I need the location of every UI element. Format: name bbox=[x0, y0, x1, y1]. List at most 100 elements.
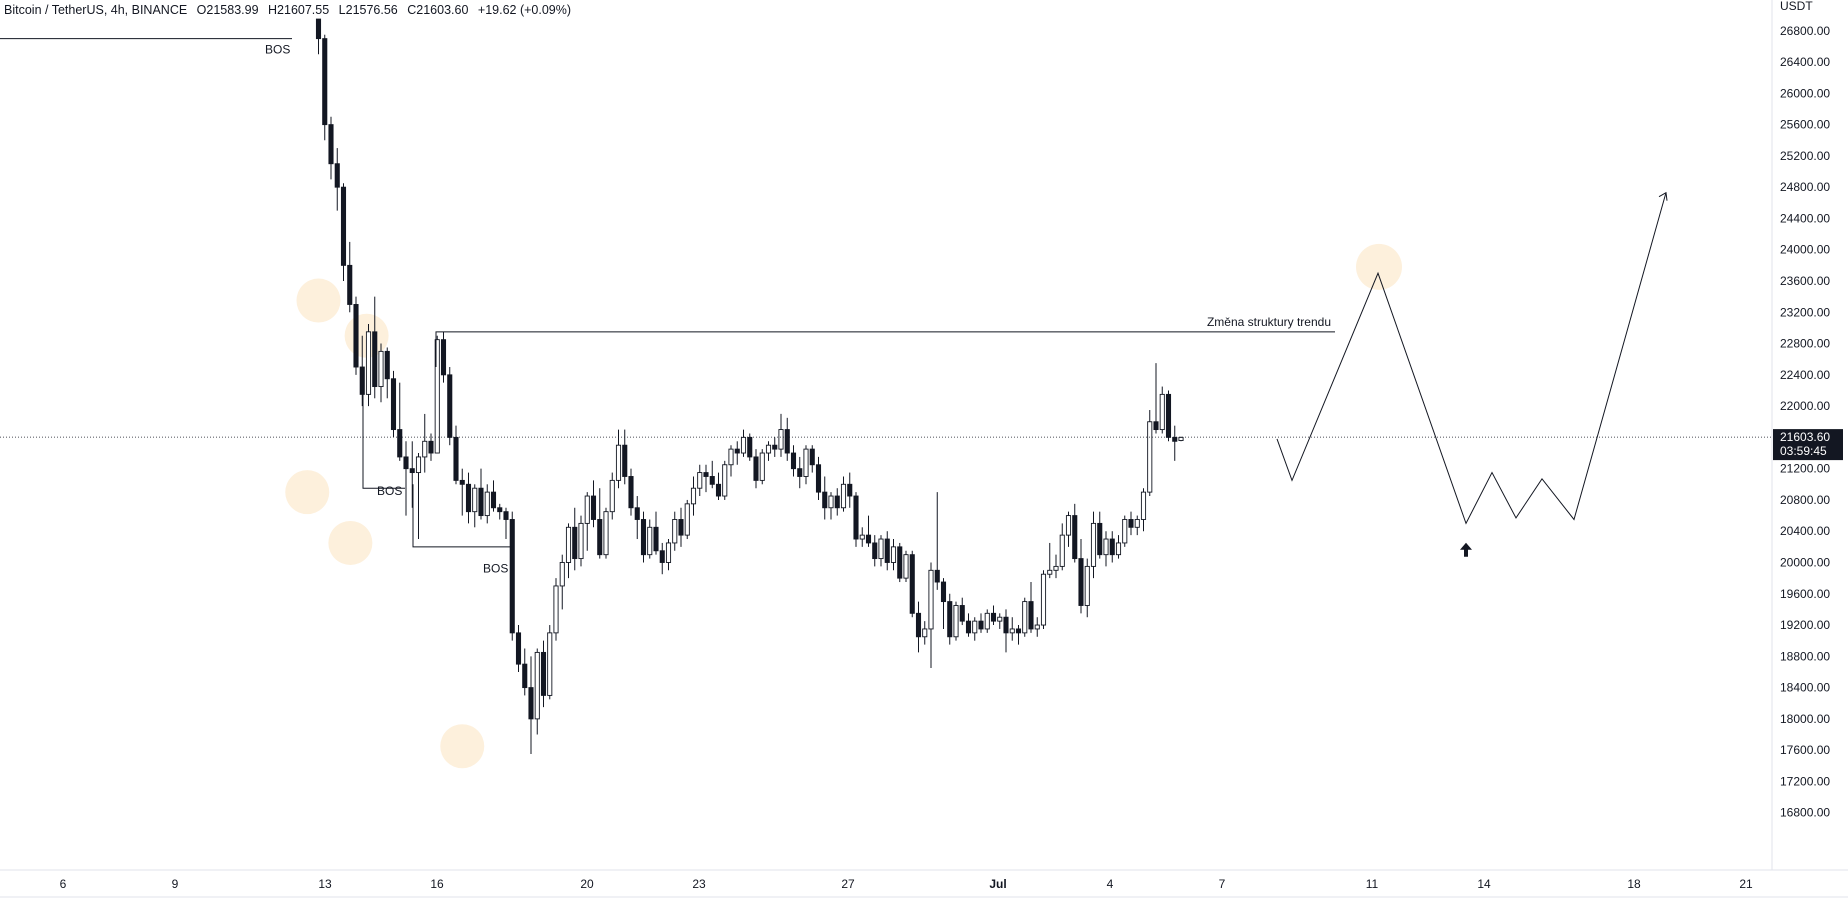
candle-body bbox=[1053, 565, 1059, 571]
candle bbox=[403, 441, 409, 516]
candle-body bbox=[478, 487, 484, 517]
candle bbox=[747, 433, 753, 461]
candle bbox=[584, 492, 590, 551]
time-tick-label: 18 bbox=[1627, 877, 1641, 891]
highlight-circle bbox=[296, 278, 341, 323]
candle bbox=[947, 593, 953, 645]
candle bbox=[1097, 511, 1103, 559]
candle-body bbox=[409, 468, 415, 474]
candle-body bbox=[534, 651, 540, 720]
candle-body bbox=[447, 374, 453, 438]
arrow-head bbox=[1658, 191, 1668, 201]
candle bbox=[490, 480, 497, 512]
symbol-label[interactable]: Bitcoin / TetherUS, 4h, BINANCE bbox=[4, 3, 188, 17]
price-tick-label: 20000.00 bbox=[1780, 555, 1830, 569]
candle bbox=[522, 648, 528, 696]
candle-body bbox=[915, 612, 922, 638]
candle-body bbox=[815, 464, 822, 493]
candle bbox=[365, 324, 372, 407]
countdown-label: 03:59:45 bbox=[1780, 444, 1827, 458]
candle bbox=[822, 476, 828, 520]
candle-body bbox=[1153, 421, 1159, 431]
candle bbox=[778, 413, 784, 457]
candle-body bbox=[315, 18, 322, 40]
candle-body bbox=[415, 456, 422, 474]
candle-body bbox=[547, 632, 553, 696]
candle bbox=[334, 148, 340, 211]
candle bbox=[972, 617, 978, 641]
candle bbox=[978, 613, 984, 633]
candle bbox=[840, 476, 847, 512]
candle bbox=[1078, 539, 1084, 614]
time-tick-label: 27 bbox=[841, 877, 855, 891]
candle-body bbox=[753, 456, 759, 481]
price-tick-label: 25200.00 bbox=[1780, 149, 1830, 163]
candle-body bbox=[584, 495, 590, 524]
highlight-circle bbox=[440, 724, 485, 769]
candle bbox=[690, 476, 697, 516]
candle bbox=[909, 550, 915, 618]
candle bbox=[572, 507, 578, 571]
candle-body bbox=[984, 612, 990, 630]
candle-body bbox=[959, 605, 965, 622]
candle-body bbox=[322, 38, 328, 126]
candle-body bbox=[665, 542, 672, 563]
candle-body bbox=[622, 444, 628, 477]
candle-body bbox=[390, 378, 397, 431]
candle-body bbox=[490, 491, 497, 509]
highlight-circle bbox=[1356, 243, 1402, 290]
candle-body bbox=[872, 542, 878, 560]
candle-body bbox=[503, 511, 509, 520]
candle-body bbox=[772, 444, 778, 450]
currency-label: USDT bbox=[1780, 0, 1813, 13]
chart-header: Bitcoin / TetherUS, 4h, BINANCE O21583.9… bbox=[4, 3, 577, 17]
price-tick-label: 17600.00 bbox=[1780, 743, 1830, 757]
candle-body bbox=[365, 331, 372, 395]
candle-body bbox=[1165, 393, 1172, 438]
candle bbox=[728, 445, 734, 477]
candle bbox=[347, 241, 353, 313]
candle bbox=[378, 343, 384, 403]
candle bbox=[353, 296, 359, 375]
candle bbox=[1134, 515, 1140, 536]
candle-body bbox=[1103, 538, 1109, 556]
time-axis[interactable]: 6 9 13 16 20 23 27 Jul 4 7 11 14 18 21 bbox=[0, 869, 1848, 898]
candle bbox=[647, 519, 653, 559]
bos-line bbox=[362, 390, 405, 489]
candle-body bbox=[659, 550, 665, 563]
time-tick-label: 6 bbox=[60, 877, 67, 891]
candle-body bbox=[903, 554, 909, 579]
candle-body bbox=[747, 436, 753, 458]
candle-body bbox=[715, 483, 722, 497]
candle-body bbox=[653, 526, 659, 552]
candle-body bbox=[522, 663, 528, 689]
price-tick-label: 22400.00 bbox=[1780, 368, 1830, 382]
candle-body bbox=[509, 519, 515, 634]
candle bbox=[547, 625, 553, 700]
candle-body bbox=[803, 448, 809, 477]
candle bbox=[922, 621, 928, 645]
candle bbox=[1122, 515, 1128, 547]
candle-body bbox=[1078, 558, 1084, 606]
candle-body bbox=[453, 436, 459, 481]
candle bbox=[934, 492, 940, 590]
candle-body bbox=[465, 483, 472, 513]
candle bbox=[834, 488, 840, 516]
candle bbox=[815, 456, 822, 500]
time-tick-label: 21 bbox=[1739, 877, 1753, 891]
time-tick-label: 7 bbox=[1219, 877, 1226, 891]
candle bbox=[1053, 554, 1059, 579]
last-price-badge bbox=[1773, 429, 1843, 461]
candle bbox=[740, 429, 747, 457]
candle bbox=[697, 464, 703, 497]
price-axis[interactable]: USDT 26800.00 26400.00 26000.00 25600.00 2520… bbox=[1771, 0, 1843, 870]
candle bbox=[503, 507, 509, 540]
candle-body bbox=[1009, 628, 1015, 634]
candle bbox=[984, 609, 990, 633]
candle bbox=[915, 601, 922, 653]
candle-body bbox=[865, 534, 872, 544]
bos-label: BOS bbox=[265, 43, 290, 57]
price-tick-label: 26000.00 bbox=[1780, 86, 1830, 100]
candle-body bbox=[765, 444, 772, 454]
